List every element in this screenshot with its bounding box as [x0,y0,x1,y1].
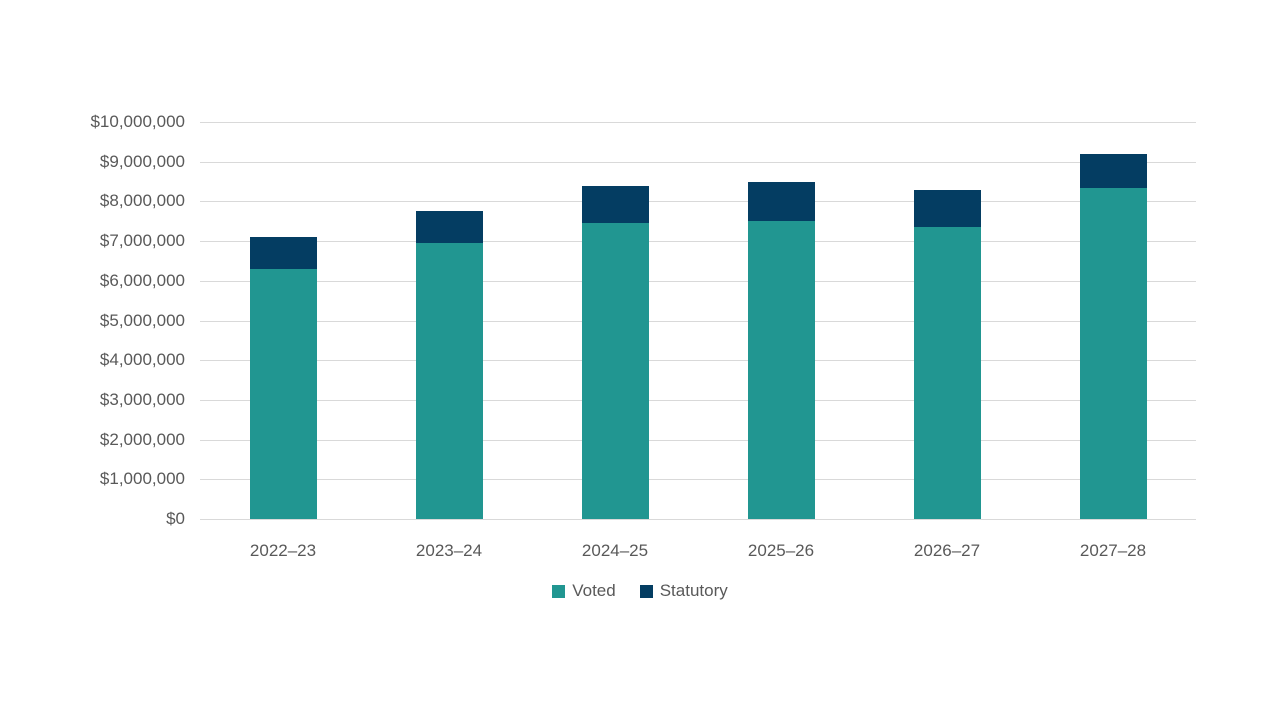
bar-segment-statutory [415,211,483,244]
bar-segment-voted [747,221,815,519]
bar-segment-statutory [249,237,317,269]
bar-2026-27 [913,189,981,519]
bar-2023-24 [415,211,483,519]
gridline [200,280,1196,282]
legend-entry-voted: Voted [552,581,616,601]
y-axis-tick-label: $5,000,000 [99,310,185,330]
y-axis-tick-label: $9,000,000 [99,151,185,171]
bar-segment-statutory [747,181,815,222]
x-axis-tick-label: 2023–24 [415,541,483,560]
legend-entry-statutory: Statutory [639,581,728,601]
gridline [200,122,1196,123]
bar-2027-28 [1079,153,1147,519]
x-axis-tick-label: 2025–26 [747,541,815,560]
bar-2022-23 [249,237,317,519]
plot-area [200,122,1196,520]
gridline [200,479,1196,481]
bar-segment-statutory [581,185,649,224]
bar-2025-26 [747,181,815,519]
y-axis-tick-label: $4,000,000 [99,350,185,370]
bar-segment-voted [415,243,483,519]
x-axis-tick-label: 2024–25 [581,541,649,560]
y-axis-tick-label: $0 [166,509,185,528]
legend: Voted Statutory [0,580,1280,602]
y-axis-tick-label: $1,000,000 [99,469,185,489]
bar-segment-voted [1079,187,1147,519]
x-axis-tick-label: 2022–23 [249,541,317,560]
legend-label-statutory: Statutory [659,581,728,600]
bar-segment-voted [913,227,981,519]
gridline [200,439,1196,441]
legend-swatch-statutory [639,584,653,598]
bar-segment-statutory [913,189,981,228]
y-axis-tick-label: $2,000,000 [99,429,185,449]
legend-label-voted: Voted [572,581,616,600]
gridline [200,320,1196,322]
gridline [200,241,1196,243]
legend-swatch-voted [552,584,566,598]
bar-segment-voted [249,268,317,519]
gridline [200,519,1196,520]
gridline [200,201,1196,203]
gridline [200,360,1196,362]
bar-2024-25 [581,185,649,519]
y-axis-tick-label: $3,000,000 [99,389,185,409]
bar-segment-voted [581,223,649,519]
y-axis-tick-label: $7,000,000 [99,231,185,251]
y-axis-tick-label: $10,000,000 [90,112,185,131]
x-axis-tick-label: 2026–27 [913,541,981,560]
x-axis-tick-label: 2027–28 [1079,541,1147,560]
bar-segment-statutory [1079,153,1147,188]
gridline [200,161,1196,163]
y-axis-tick-label: $6,000,000 [99,270,185,290]
gridline [200,399,1196,401]
y-axis-tick-label: $8,000,000 [99,191,185,211]
